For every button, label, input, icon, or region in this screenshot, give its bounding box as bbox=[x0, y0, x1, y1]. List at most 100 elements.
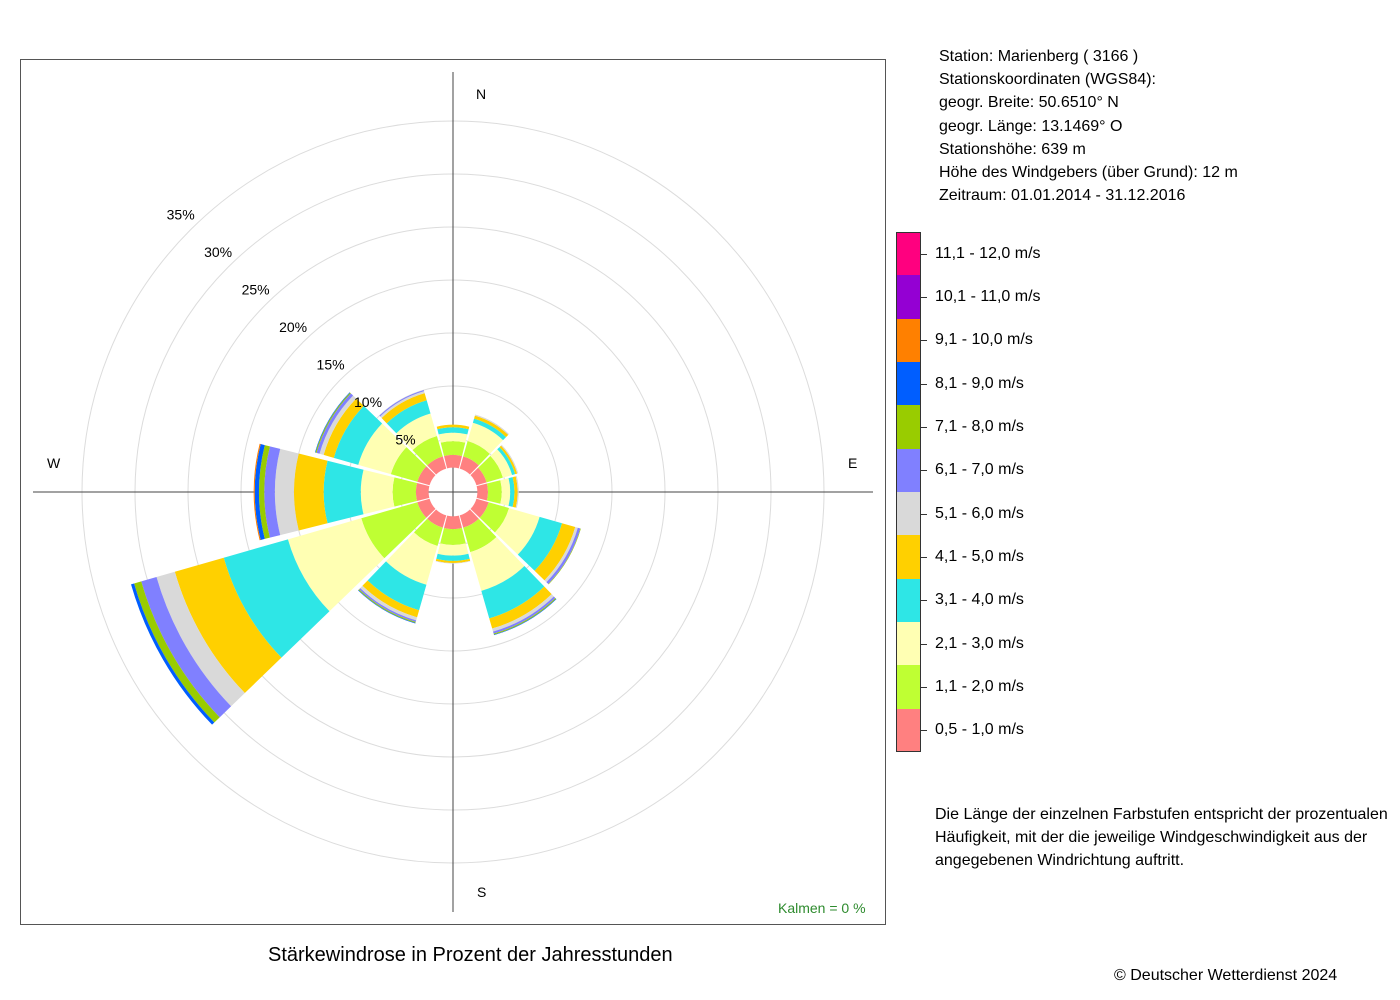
legend-swatch bbox=[896, 492, 920, 536]
sector-120 bbox=[470, 498, 581, 585]
sector-60-band-4 bbox=[499, 445, 518, 475]
sector-240-band-7 bbox=[134, 581, 220, 723]
sector-210-band-4 bbox=[362, 580, 420, 618]
sector-60-band-1 bbox=[478, 455, 503, 483]
ring-label-30: 30% bbox=[204, 244, 232, 260]
sector-210-band-1 bbox=[413, 518, 443, 547]
calm-label: Kalmen = 0 % bbox=[778, 900, 866, 916]
legend-label: 7,1 - 8,0 m/s bbox=[935, 418, 1024, 435]
ring-label-10: 10% bbox=[354, 394, 382, 410]
legend-swatch bbox=[896, 362, 920, 406]
station-longitude: geogr. Länge: 13.1469° O bbox=[939, 117, 1123, 135]
station-coords-heading: Stationskoordinaten (WGS84): bbox=[939, 71, 1156, 89]
ring-label-25: 25% bbox=[242, 282, 270, 298]
ring-label-35: 35% bbox=[167, 207, 195, 223]
sector-150-band-1 bbox=[463, 518, 497, 553]
sector-90-band-4 bbox=[512, 476, 518, 508]
sector-180-band-3 bbox=[436, 553, 470, 561]
sector-120-band-5 bbox=[544, 527, 578, 583]
sector-300-band-4 bbox=[323, 398, 364, 458]
time-period: Zeitraum: 01.01.2014 - 31.12.2016 bbox=[939, 187, 1186, 205]
sector-300-band-2 bbox=[358, 423, 407, 475]
sector-180 bbox=[435, 515, 471, 564]
sector-240-band-0 bbox=[417, 498, 436, 518]
sector-30-band-0 bbox=[459, 456, 479, 475]
sector-240-band-2 bbox=[287, 518, 385, 612]
sector-120-band-2 bbox=[494, 508, 540, 555]
sector-30-band-1 bbox=[463, 441, 490, 466]
anemometer-height: Höhe des Windgebers (über Grund): 12 m bbox=[939, 164, 1238, 182]
legend-tick bbox=[921, 297, 927, 298]
east-label: E bbox=[848, 455, 857, 471]
sector-210 bbox=[358, 509, 447, 624]
sector-180-band-5 bbox=[435, 560, 471, 564]
sector-90 bbox=[476, 476, 519, 508]
sector-330-band-4 bbox=[381, 393, 427, 424]
sector-90-band-5 bbox=[515, 476, 519, 508]
station-name: Station: Marienberg ( 3166 ) bbox=[939, 48, 1139, 65]
sector-0-band-4 bbox=[436, 424, 470, 430]
sector-210-band-2 bbox=[385, 532, 438, 585]
legend-tick bbox=[921, 383, 927, 385]
sector-210-band-3 bbox=[367, 561, 427, 611]
legend-swatch bbox=[896, 318, 920, 362]
sector-30 bbox=[459, 414, 509, 475]
legend-tick bbox=[921, 730, 927, 732]
sector-0-band-2 bbox=[438, 432, 468, 443]
sector-60-band-5 bbox=[501, 444, 519, 474]
sector-240-band-1 bbox=[361, 502, 427, 559]
wind-rose-chart: 5% 10% 15% 20% 25% 30% 35% N E S W Kalmen = 0 … bbox=[33, 72, 873, 916]
legend-tick bbox=[921, 687, 927, 688]
sector-120-band-6 bbox=[546, 527, 581, 585]
sector-30-band-3 bbox=[472, 418, 507, 441]
sector-270-band-4 bbox=[294, 453, 328, 531]
sector-300 bbox=[314, 392, 436, 486]
sector-180-band-1 bbox=[440, 527, 466, 545]
sector-270-band-6 bbox=[264, 446, 281, 538]
sector-300-band-5 bbox=[319, 395, 357, 455]
sector-180-band-4 bbox=[435, 558, 471, 564]
axes-group bbox=[33, 72, 873, 912]
copyright-text: © Deutscher Wetterdienst 2024 bbox=[1114, 967, 1338, 984]
station-info: Station: Marienberg ( 3166 ) Stationskoo… bbox=[939, 45, 1238, 207]
legend-label: 11,1 - 12,0 m/s bbox=[935, 244, 1041, 262]
sector-330 bbox=[379, 390, 447, 475]
sector-240-band-4 bbox=[174, 557, 282, 694]
legend-label: 8,1 - 9,0 m/s bbox=[935, 374, 1024, 392]
legend-swatch bbox=[896, 665, 920, 709]
sector-240-band-6 bbox=[141, 577, 232, 718]
legend-tick bbox=[921, 470, 927, 472]
speed-legend: 11,1 - 12,0 m/s 10,1 - 11,0 m/s 9,1 - 10,0… bbox=[896, 232, 1396, 752]
sector-300-band-1 bbox=[390, 447, 427, 482]
legend-swatch bbox=[896, 232, 920, 276]
sector-270-band-2 bbox=[360, 469, 395, 515]
legend-label: 3,1 - 4,0 m/s bbox=[935, 591, 1024, 609]
legend-frame bbox=[896, 232, 921, 752]
sectors-group bbox=[131, 390, 581, 725]
legend-swatch bbox=[896, 535, 920, 579]
legend-tick bbox=[921, 557, 927, 558]
legend-label: 0,5 - 1,0 m/s bbox=[935, 721, 1024, 739]
sector-30-band-5 bbox=[474, 414, 509, 435]
sector-270 bbox=[253, 443, 430, 541]
sector-180-band-2 bbox=[437, 543, 469, 556]
sector-270-band-1 bbox=[392, 477, 418, 507]
legend-label: 9,1 - 10,0 m/s bbox=[935, 331, 1033, 349]
sector-150 bbox=[459, 509, 557, 636]
sector-330-band-5 bbox=[380, 391, 425, 419]
legend-label: 2,1 - 3,0 m/s bbox=[935, 634, 1024, 652]
station-latitude: geogr. Breite: 50.6510° N bbox=[939, 94, 1119, 112]
sector-270-band-5 bbox=[274, 448, 299, 536]
sector-240 bbox=[131, 498, 436, 725]
sector-210-band-5 bbox=[360, 585, 418, 621]
sector-330-band-2 bbox=[396, 413, 437, 451]
sector-90-band-2 bbox=[500, 478, 511, 506]
legend-tick bbox=[921, 427, 927, 428]
sector-30-band-4 bbox=[474, 415, 509, 438]
sector-270-band-3 bbox=[323, 460, 364, 524]
ring-labels-group: 5% 10% 15% 20% 25% 30% 35% bbox=[167, 207, 416, 448]
chart-title: Stärkewindrose in Prozent der Jahresstun… bbox=[268, 944, 673, 966]
ring-label-20: 20% bbox=[279, 319, 307, 335]
legend-label: 4,1 - 5,0 m/s bbox=[935, 548, 1024, 565]
sector-330-band-1 bbox=[412, 435, 443, 466]
